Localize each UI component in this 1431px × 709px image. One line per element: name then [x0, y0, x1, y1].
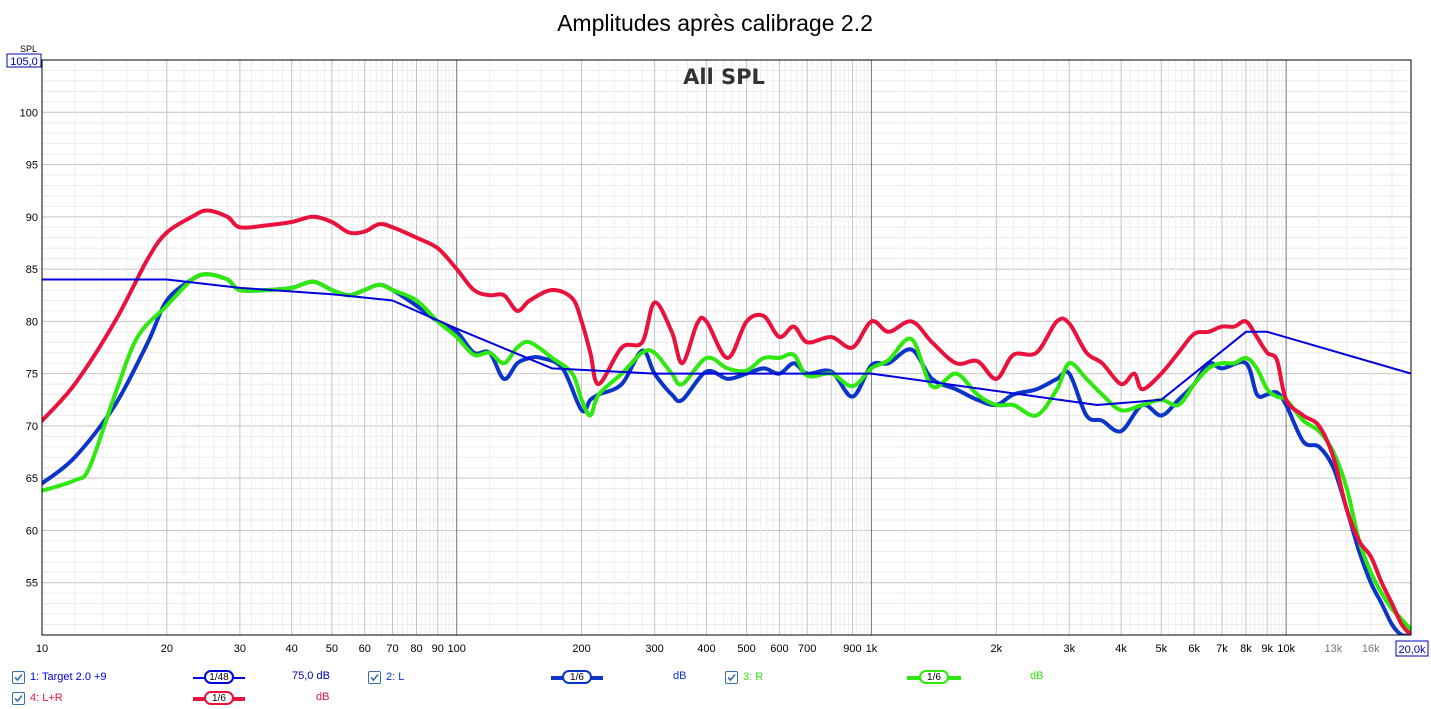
- y-tick-label: 90: [26, 212, 38, 224]
- x-axis-ticks: 10 20 30 40 50 60 70 80 90 100 200 300 400 500 600 700 9…: [36, 643, 1380, 655]
- grid: [42, 59, 1411, 636]
- x-tick-label: 10: [36, 643, 48, 655]
- y-max-value: 105,0: [10, 56, 38, 68]
- y-max-box[interactable]: [6, 53, 42, 68]
- x-tick-label: 300: [645, 643, 663, 655]
- smoothing-target[interactable]: 1/48: [204, 670, 234, 684]
- y-tick-label: 85: [26, 264, 38, 276]
- smoothing-l[interactable]: 1/6: [562, 670, 592, 684]
- legend-item-lr[interactable]: 4: L+R: [12, 688, 63, 708]
- legend-item-r[interactable]: 3: R: [725, 667, 763, 687]
- y-tick-label: 55: [26, 578, 38, 590]
- y-tick-label: 70: [26, 421, 38, 433]
- x-tick-label: 90: [432, 643, 444, 655]
- x-tick-label: 200: [572, 643, 590, 655]
- legend-value-target: 75,0 dB: [292, 670, 330, 682]
- x-tick-label: 16k: [1362, 643, 1380, 655]
- x-tick-label: 30: [234, 643, 246, 655]
- x-tick-label: 20: [161, 643, 173, 655]
- legend-label-lr: 4: L+R: [30, 692, 63, 704]
- smoothing-r[interactable]: 1/6: [919, 670, 949, 684]
- x-tick-label: 100: [448, 643, 466, 655]
- series-lr-line: [42, 208, 1411, 635]
- y-axis-label: SPL: [20, 44, 37, 54]
- series-target-line: [42, 278, 1411, 406]
- check-icon: [14, 673, 23, 681]
- x-tick-label: 13k: [1325, 643, 1343, 655]
- legend-value-r: dB: [1030, 670, 1044, 682]
- checkbox-l[interactable]: [368, 670, 381, 684]
- smoothing-lr[interactable]: 1/6: [204, 691, 234, 705]
- checkbox-target[interactable]: [12, 670, 25, 684]
- y-tick-label: 100: [20, 107, 38, 119]
- check-icon: [370, 673, 379, 681]
- chart-subtitle: All SPL: [683, 65, 765, 89]
- legend-value-lr: dB: [316, 691, 330, 703]
- legend-label-r: 3: R: [743, 671, 764, 683]
- y-tick-label: 65: [26, 473, 38, 485]
- x-tick-label: 8k: [1240, 643, 1252, 655]
- x-tick-label: 50: [326, 643, 338, 655]
- x-tick-label: 4k: [1115, 643, 1127, 655]
- x-tick-label: 6k: [1188, 643, 1200, 655]
- check-icon: [14, 694, 23, 702]
- x-max-box[interactable]: [1395, 640, 1429, 657]
- y-tick-label: 80: [26, 316, 38, 328]
- x-tick-label: 40: [286, 643, 298, 655]
- x-tick-label: 70: [386, 643, 398, 655]
- x-max-value: 20,0k: [1399, 644, 1426, 656]
- x-tick-label: 1k: [866, 643, 878, 655]
- checkbox-r[interactable]: [725, 670, 738, 684]
- x-tick-label: 900: [843, 643, 861, 655]
- legend-label-l: 2: L: [386, 671, 405, 683]
- legend-value-l: dB: [673, 670, 687, 682]
- y-tick-label: 60: [26, 525, 38, 537]
- x-tick-label: 7k: [1216, 643, 1228, 655]
- legend-label-target: 1: Target 2.0 +9: [30, 671, 107, 683]
- x-tick-label: 2k: [990, 643, 1002, 655]
- x-tick-label: 700: [798, 643, 816, 655]
- checkbox-lr[interactable]: [12, 691, 25, 705]
- frequency-response-chart: Amplitudes après calibrage 2.2 55 60 65 70 7…: [6, 10, 1429, 657]
- x-tick-label: 3k: [1063, 643, 1075, 655]
- x-tick-label: 500: [737, 643, 755, 655]
- x-tick-label: 80: [410, 643, 422, 655]
- x-tick-label: 60: [359, 643, 371, 655]
- y-axis-ticks: 55 60 65 70 75 80 85 90 95 100: [20, 107, 38, 589]
- x-tick-label: 600: [770, 643, 788, 655]
- legend: 1: Target 2.0 +9 1/48 75,0 dB 2: L 1/6 d…: [0, 662, 1431, 709]
- series-r-line: [42, 272, 1411, 632]
- x-tick-label: 5k: [1156, 643, 1168, 655]
- y-tick-label: 75: [26, 369, 38, 381]
- check-icon: [727, 673, 736, 681]
- plot-frame: [41, 59, 1412, 636]
- x-tick-label: 9k: [1261, 643, 1273, 655]
- y-tick-label: 95: [26, 160, 38, 172]
- series-lines: [42, 208, 1411, 635]
- legend-item-target[interactable]: 1: Target 2.0 +9: [12, 667, 107, 687]
- chart-title: Amplitudes après calibrage 2.2: [557, 10, 873, 36]
- x-tick-label: 10k: [1277, 643, 1295, 655]
- legend-item-l[interactable]: 2: L: [368, 667, 404, 687]
- x-tick-label: 400: [697, 643, 715, 655]
